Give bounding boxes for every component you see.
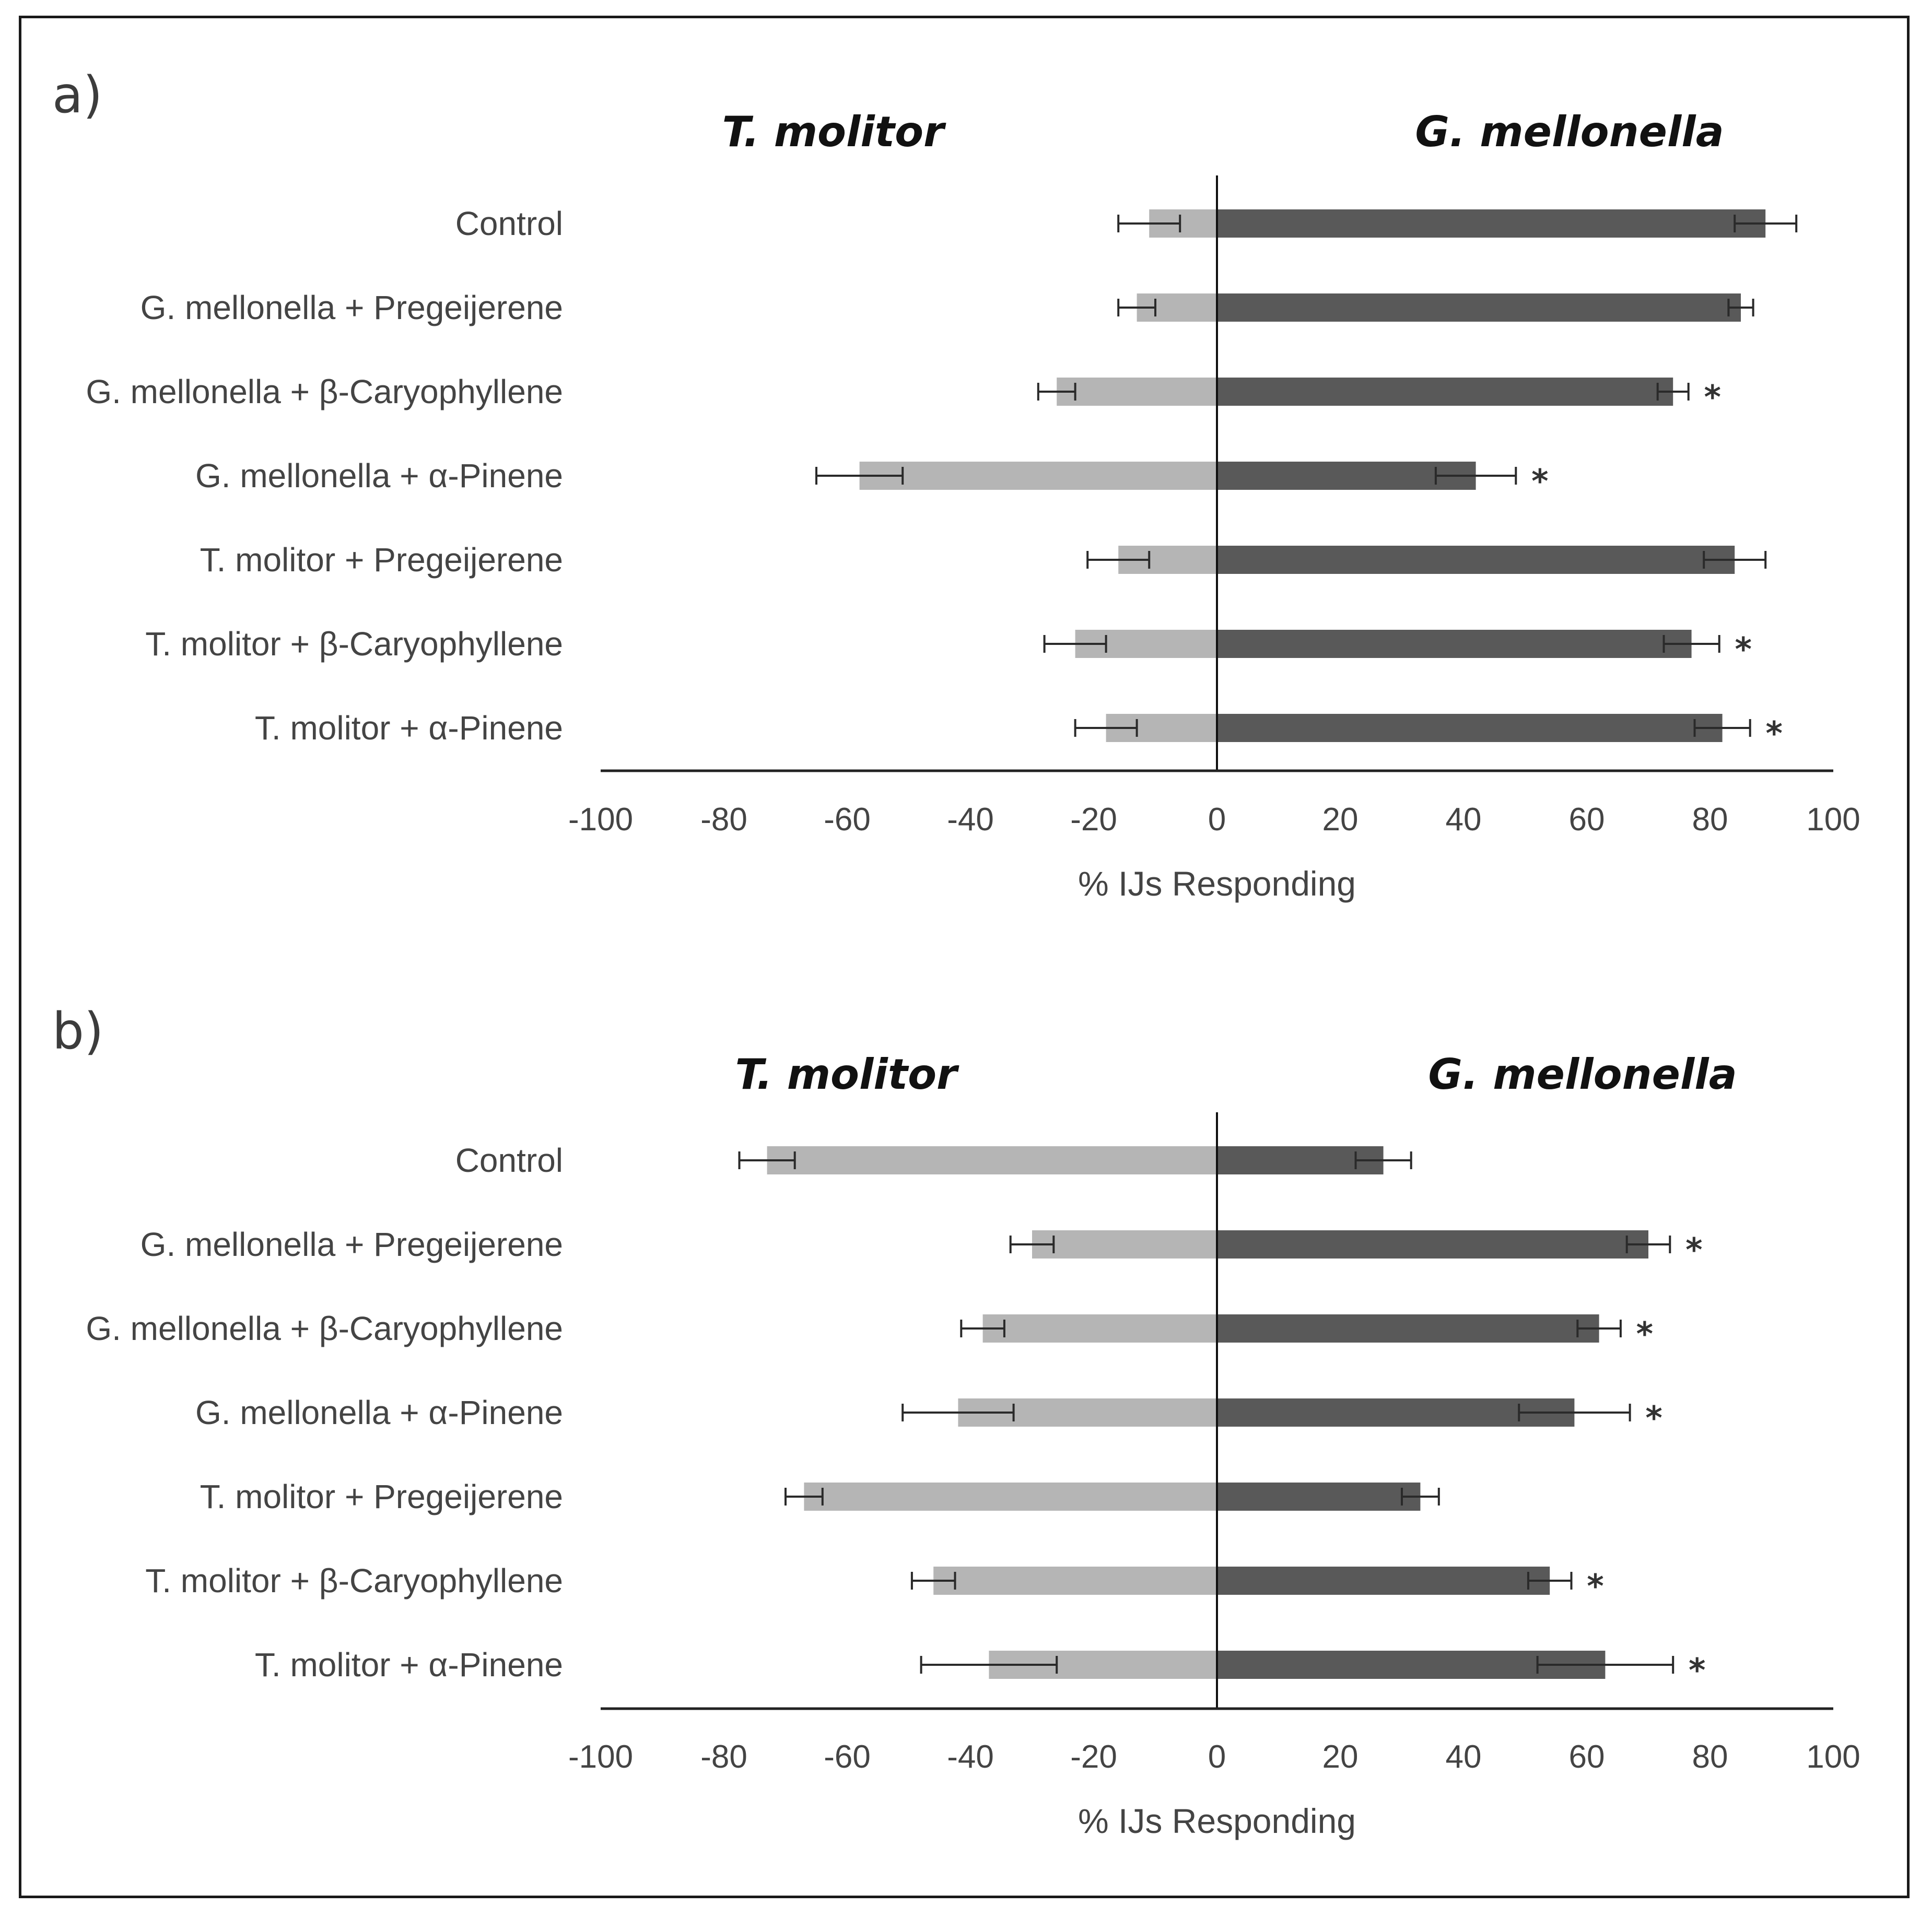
x-tick-label: -40 [947, 802, 994, 838]
x-tick-label: 40 [1446, 1739, 1482, 1775]
bar-g-mellonella [1217, 1230, 1648, 1259]
x-tick-label: 60 [1569, 1739, 1605, 1775]
category-label: T. molitor + Pregeijerene [200, 1478, 563, 1515]
x-tick-label: 20 [1322, 1739, 1359, 1775]
x-tick-label: -80 [700, 802, 747, 838]
bar-t-molitor [1032, 1230, 1217, 1259]
x-axis-title: % IJs Responding [1078, 864, 1356, 903]
left-side-title: T. molitor [722, 108, 946, 156]
x-tick-label: 40 [1446, 802, 1482, 838]
category-label: G. mellonella + α-Pinene [195, 457, 563, 495]
bar-t-molitor [859, 462, 1217, 490]
significance-marker: * [1531, 462, 1548, 500]
category-label: Control [455, 205, 563, 242]
category-label: T. molitor + α-Pinene [255, 709, 563, 747]
x-tick-label: 100 [1806, 802, 1860, 838]
x-tick-label: -60 [824, 802, 871, 838]
bar-t-molitor [804, 1483, 1217, 1511]
significance-marker: * [1636, 1315, 1653, 1353]
bar-g-mellonella [1217, 1314, 1599, 1343]
x-tick-label: -80 [700, 1739, 747, 1775]
figure-frame [19, 16, 1910, 1898]
x-tick-label: 80 [1692, 1739, 1728, 1775]
x-tick-label: 0 [1208, 1739, 1226, 1775]
category-label: G. mellonella + Pregeijerene [140, 289, 563, 326]
bar-g-mellonella [1217, 546, 1735, 574]
category-label: G. mellonella + Pregeijerene [140, 1226, 563, 1263]
bar-t-molitor [933, 1567, 1217, 1595]
x-tick-label: -20 [1070, 802, 1117, 838]
bar-g-mellonella [1217, 209, 1766, 238]
x-tick-label: 60 [1569, 802, 1605, 838]
bar-t-molitor [1057, 378, 1217, 406]
category-label: T. molitor + α-Pinene [255, 1646, 563, 1684]
category-label: T. molitor + β-Caryophyllene [145, 625, 563, 663]
category-label: G. mellonella + β-Caryophyllene [86, 373, 563, 410]
significance-marker: * [1765, 714, 1782, 752]
bar-g-mellonella [1217, 1567, 1550, 1595]
bar-g-mellonella [1217, 1483, 1421, 1511]
significance-marker: * [1685, 1231, 1702, 1269]
significance-marker: * [1645, 1399, 1662, 1437]
x-tick-label: -60 [824, 1739, 871, 1775]
category-label: T. molitor + Pregeijerene [200, 541, 563, 579]
left-side-title: T. molitor [735, 1050, 959, 1099]
x-tick-label: -100 [568, 1739, 633, 1775]
significance-marker: * [1704, 378, 1720, 416]
right-side-title: G. mellonella [1428, 1050, 1737, 1099]
bar-t-molitor [982, 1314, 1217, 1343]
bar-t-molitor [767, 1146, 1217, 1174]
category-label: G. mellonella + α-Pinene [195, 1394, 563, 1431]
significance-marker: * [1587, 1567, 1603, 1605]
x-tick-label: -40 [947, 1739, 994, 1775]
x-tick-label: 20 [1322, 802, 1359, 838]
category-label: G. mellonella + β-Caryophyllene [86, 1310, 563, 1347]
bar-g-mellonella [1217, 462, 1476, 490]
panel-label: a) [52, 66, 102, 124]
bar-g-mellonella [1217, 293, 1741, 322]
x-tick-label: -20 [1070, 1739, 1117, 1775]
bar-g-mellonella [1217, 630, 1692, 658]
bar-g-mellonella [1217, 1398, 1575, 1427]
significance-marker: * [1735, 630, 1751, 668]
panel-label: b) [52, 1002, 103, 1061]
category-label: T. molitor + β-Caryophyllene [145, 1562, 563, 1600]
x-tick-label: 0 [1208, 802, 1226, 838]
chart-panel-a: a) T. molitor G. mellonella Control G. mello… [52, 66, 1860, 903]
right-side-title: G. mellonella [1415, 108, 1724, 156]
chart-panel-b: b) T. molitor G. mellonella Control G. mello… [52, 1002, 1860, 1840]
x-axis-title: % IJs Responding [1078, 1802, 1356, 1840]
bar-g-mellonella [1217, 378, 1673, 406]
x-tick-label: -100 [568, 802, 633, 838]
x-tick-label: 80 [1692, 802, 1728, 838]
x-tick-label: 100 [1806, 1739, 1860, 1775]
significance-marker: * [1689, 1651, 1705, 1689]
category-label: Control [455, 1142, 563, 1179]
bar-g-mellonella [1217, 714, 1723, 742]
